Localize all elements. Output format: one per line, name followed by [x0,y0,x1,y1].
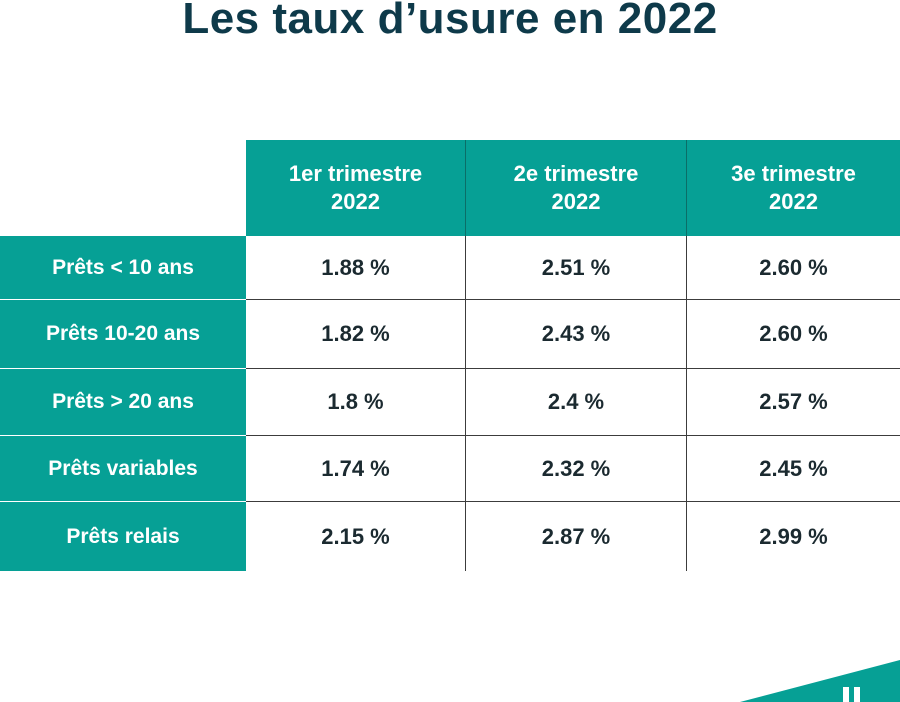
column-header-q2: 2e trimestre 2022 [466,140,687,236]
rate-value: 1.8 % [246,369,466,436]
corner-decoration [740,660,900,702]
rate-value: 1.74 % [246,436,466,502]
table-row: Prêts variables 1.74 % 2.32 % 2.45 % [0,436,900,502]
rate-value: 2.43 % [466,300,687,369]
rates-table: 1er trimestre 2022 2e trimestre 2022 3e … [0,140,900,571]
column-header-q3-line2: 2022 [769,189,818,214]
row-label: Prêts variables [0,436,246,502]
rate-value: 1.82 % [246,300,466,369]
column-header-q1-line2: 2022 [331,189,380,214]
rate-value: 2.87 % [466,502,687,571]
row-label: Prêts 10-20 ans [0,300,246,369]
rate-value: 2.99 % [687,502,900,571]
column-header-q2-line1: 2e trimestre [513,161,639,186]
row-label: Prêts > 20 ans [0,369,246,436]
table-row: Prêts > 20 ans 1.8 % 2.4 % 2.57 % [0,369,900,436]
rate-value: 2.51 % [466,236,687,300]
rate-value: 2.4 % [466,369,687,436]
column-header-q2-line2: 2022 [551,189,601,214]
rate-value: 2.57 % [687,369,900,436]
rate-value: 2.60 % [687,300,900,369]
row-label: Prêts relais [0,502,246,571]
rate-value: 2.32 % [466,436,687,502]
rate-value: 1.88 % [246,236,466,300]
table-header-row: 1er trimestre 2022 2e trimestre 2022 3e … [0,140,900,236]
logo-bar-left [843,687,849,702]
column-header-q1: 1er trimestre 2022 [246,140,466,236]
logo-bar-right [854,687,860,702]
table-row: Prêts 10-20 ans 1.82 % 2.43 % 2.60 % [0,300,900,369]
row-label: Prêts < 10 ans [0,236,246,300]
rate-value: 2.45 % [687,436,900,502]
column-header-q3: 3e trimestre 2022 [687,140,900,236]
rate-value: 2.15 % [246,502,466,571]
column-header-q1-line1: 1er trimestre [288,161,423,186]
rate-value: 2.60 % [687,236,900,300]
page-title: Les taux d’usure en 2022 [182,0,718,43]
column-header-q3-line1: 3e trimestre [731,161,856,186]
table-row: Prêts relais 2.15 % 2.87 % 2.99 % [0,502,900,571]
table-row: Prêts < 10 ans 1.88 % 2.51 % 2.60 % [0,236,900,300]
teal-triangle-shape [740,660,900,702]
corner-cell [0,140,246,236]
